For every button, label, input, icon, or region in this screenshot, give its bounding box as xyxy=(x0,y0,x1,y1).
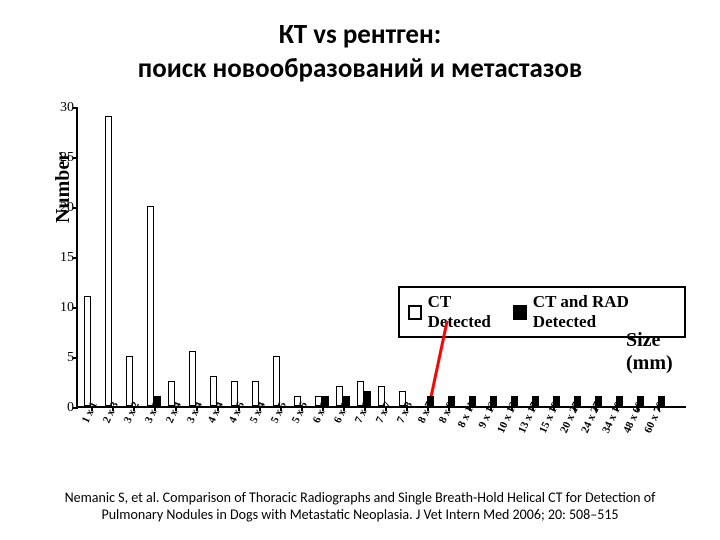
x-tick-label: 2 x 4 xyxy=(164,400,184,425)
y-tick-label: 0 xyxy=(44,400,74,416)
citation-text: Nemanic S, et al. Comparison of Thoracic… xyxy=(20,490,700,524)
bar-ct xyxy=(105,116,112,406)
x-tick-label: 8 x 7 xyxy=(416,400,436,425)
y-tick-mark xyxy=(73,357,78,359)
y-tick-mark xyxy=(73,407,78,409)
x-tick-label: 2 x 3 xyxy=(101,400,121,425)
plot-area: CT Detected CT and RAD Detected Size (mm… xyxy=(76,108,686,408)
title-line-1: КТ vs рентген: xyxy=(0,18,720,52)
bar-ct xyxy=(84,296,91,406)
y-tick-mark xyxy=(73,207,78,209)
x-tick-label: 7 x 8 xyxy=(395,400,415,425)
x-tick-label: 8 x 9 xyxy=(437,400,457,425)
y-tick-label: 15 xyxy=(44,250,74,266)
x-tick-label: 7 x 6 xyxy=(353,400,373,425)
y-tick-mark xyxy=(73,157,78,159)
citation-line-1: Nemanic S, et al. Comparison of Thoracic… xyxy=(65,489,656,506)
x-axis-label: Size (mm) xyxy=(626,329,686,375)
x-tick-label: 4 x 6 xyxy=(227,400,247,425)
y-tick-mark xyxy=(73,307,78,309)
x-tick-label: 6 x 6 xyxy=(311,400,331,425)
x-tick-label: 9 x 12 xyxy=(476,400,498,430)
y-tick-label: 5 xyxy=(44,350,74,366)
slide-title: КТ vs рентген: поиск новообразований и м… xyxy=(0,0,720,86)
x-tick-label: 5 x 4 xyxy=(248,400,268,425)
x-tick-label: 4 x 4 xyxy=(206,400,226,425)
x-tick-label: 8 x 11 xyxy=(456,400,478,429)
x-tick-label: 5 x 6 xyxy=(290,400,310,425)
legend-swatch-ct xyxy=(408,305,422,320)
bar-ct xyxy=(126,356,133,406)
legend-label-rad: CT and RAD Detected xyxy=(533,292,676,332)
bar-ct xyxy=(147,206,154,406)
title-line-2: поиск новообразований и метастазов xyxy=(0,52,720,86)
legend-swatch-rad xyxy=(513,305,527,320)
x-tick-label: 3 x 2 xyxy=(122,400,142,425)
y-tick-label: 30 xyxy=(44,100,74,116)
x-tick-label: 3 x 3 xyxy=(143,400,163,425)
y-tick-label: 25 xyxy=(44,150,74,166)
y-tick-mark xyxy=(73,107,78,109)
x-tick-label: 7 x 7 xyxy=(374,400,394,425)
legend-label-ct: CT Detected xyxy=(428,292,508,332)
x-tick-label: 3 x 4 xyxy=(185,400,205,425)
bar-ct xyxy=(273,356,280,406)
citation-line-2: Pulmonary Nodules in Dogs with Metastati… xyxy=(101,506,618,523)
x-tick-label: 5 x 5 xyxy=(269,400,289,425)
x-tick-label: 6 x 9 xyxy=(332,400,352,425)
y-tick-mark xyxy=(73,257,78,259)
chart-container: Number CT Detected CT and RAD Detected S… xyxy=(20,108,700,458)
x-tick-label: 1 x 1 xyxy=(80,400,100,425)
y-tick-label: 10 xyxy=(44,300,74,316)
bar-ct xyxy=(189,351,196,406)
y-tick-label: 20 xyxy=(44,200,74,216)
